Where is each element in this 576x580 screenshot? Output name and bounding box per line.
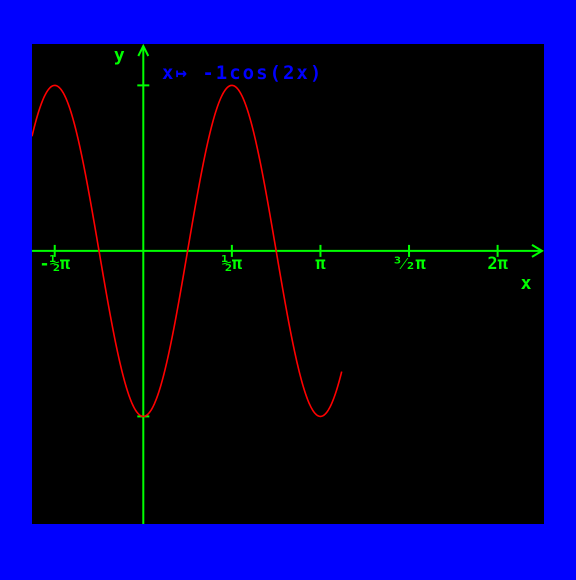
x-tick-label: ½π	[222, 254, 243, 274]
x-axis-label: x	[521, 273, 532, 294]
curves	[32, 84, 343, 418]
x-tick-label: -½π	[39, 254, 70, 274]
chart-title: x↦ -1cos(2x)	[162, 62, 323, 84]
series-line	[32, 84, 343, 418]
function-plot: -½π ½π π ³⁄₂π 2π x y x↦ -1cos(2x)	[32, 44, 544, 524]
x-tick-label: π	[315, 254, 326, 274]
x-tick-label: ³⁄₂π	[392, 254, 426, 274]
labels: -½π ½π π ³⁄₂π 2π x y x↦ -1cos(2x)	[39, 45, 531, 294]
x-tick-label: 2π	[487, 254, 508, 274]
graph-screen: -½π ½π π ³⁄₂π 2π x y x↦ -1cos(2x)	[32, 44, 544, 524]
y-axis-label: y	[114, 45, 125, 66]
axes	[32, 44, 544, 524]
x-axis-arrow-icon	[531, 244, 544, 258]
y-axis-arrow-icon	[137, 44, 150, 57]
